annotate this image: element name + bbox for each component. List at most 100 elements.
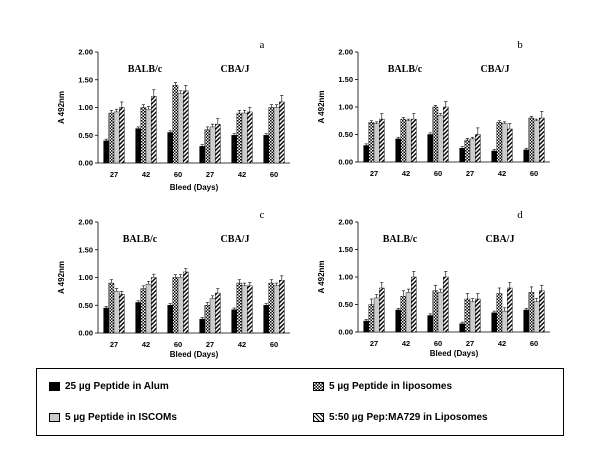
x-tick-label: 42 xyxy=(238,170,246,179)
bar xyxy=(411,118,417,163)
bar xyxy=(263,135,270,164)
bar xyxy=(103,307,109,334)
bar xyxy=(199,318,206,334)
bar xyxy=(427,134,434,163)
legend-item-alum: 25 µg Peptide in Alum xyxy=(49,381,169,392)
bar xyxy=(475,134,481,163)
y-tick-label: 2.00 xyxy=(78,218,93,227)
y-axis-label: A 492nm xyxy=(317,260,326,293)
bar xyxy=(368,304,375,333)
bar xyxy=(459,323,466,333)
panel-letter: a xyxy=(260,39,265,51)
x-tick-label: 27 xyxy=(206,340,214,349)
x-tick-label: 42 xyxy=(498,339,506,348)
panel-a: 0.00 0.50 1.00 1.50 2.00 27 42 60 27 42 60 A 492nm B… xyxy=(57,39,290,192)
x-axis-label: Bleed (Days) xyxy=(170,350,219,359)
bar xyxy=(273,107,280,164)
x-tick-label: 60 xyxy=(530,169,538,178)
x-tick-label: 27 xyxy=(370,169,378,178)
y-axis-label: A 492nm xyxy=(57,91,66,124)
legend-swatch-alum xyxy=(49,382,60,391)
y-tick-label: 1.50 xyxy=(78,245,93,254)
bar xyxy=(135,302,142,334)
legend-item-liposomes: 5 µg Peptide in liposomes xyxy=(313,381,452,392)
bar xyxy=(523,309,529,333)
bar xyxy=(150,96,157,164)
y-tick-label: 2.00 xyxy=(78,48,93,57)
bar xyxy=(491,150,498,163)
y-tick-label: 0.00 xyxy=(338,158,353,167)
panel-d: 0.00 0.50 1.00 1.50 2.00 27 42 60 27 42 60 A 492nm B… xyxy=(317,209,550,358)
bar xyxy=(533,120,540,163)
y-tick-label: 1.50 xyxy=(338,75,353,84)
bar xyxy=(167,132,174,164)
y-tick-label: 0.50 xyxy=(338,130,353,139)
bar xyxy=(501,310,508,333)
bar xyxy=(108,112,115,164)
y-tick-label: 1.50 xyxy=(338,245,353,254)
bar xyxy=(533,301,540,333)
legend-swatch-ma729 xyxy=(313,413,324,422)
bar xyxy=(373,297,380,333)
x-tick-label: 27 xyxy=(110,340,118,349)
x-axis-label: Bleed (Days) xyxy=(170,183,219,192)
y-tick-label: 0.00 xyxy=(78,159,93,168)
bar xyxy=(236,282,243,334)
bar xyxy=(405,120,412,163)
panel-letter: c xyxy=(260,209,265,221)
y-tick-label: 0.50 xyxy=(338,300,353,309)
x-tick-label: 27 xyxy=(206,170,214,179)
x-tick-label: 60 xyxy=(270,340,278,349)
bar xyxy=(475,298,481,333)
x-tick-label: 60 xyxy=(174,170,182,179)
bar xyxy=(496,122,503,163)
bar xyxy=(437,115,444,163)
bar xyxy=(469,301,476,333)
bar xyxy=(379,287,385,333)
bar xyxy=(405,292,412,333)
bar xyxy=(443,276,449,333)
bar xyxy=(437,292,444,333)
bar xyxy=(539,117,545,163)
bar xyxy=(214,292,221,334)
bar xyxy=(273,285,280,334)
x-tick-label: 42 xyxy=(402,169,410,178)
y-tick-label: 1.00 xyxy=(338,273,353,282)
panel-c: 0.00 0.50 1.00 1.50 2.00 27 42 60 27 42 60 A 492nm B… xyxy=(57,209,290,359)
bar xyxy=(182,90,189,164)
bar xyxy=(496,293,503,333)
bar xyxy=(172,277,179,334)
legend-label-alum: 25 µg Peptide in Alum xyxy=(65,381,169,392)
group-label-balbc: BALB/c xyxy=(388,64,423,75)
group-label-balbc: BALB/c xyxy=(128,64,163,75)
x-tick-label: 27 xyxy=(466,169,474,178)
bar xyxy=(469,138,476,163)
bar xyxy=(209,126,216,164)
bar xyxy=(507,287,513,333)
bar xyxy=(268,107,275,164)
bar xyxy=(400,118,407,163)
bar xyxy=(395,138,402,163)
y-tick-label: 0.50 xyxy=(78,301,93,310)
x-tick-label: 60 xyxy=(434,169,442,178)
bar xyxy=(118,107,125,164)
bar xyxy=(459,148,466,163)
bar xyxy=(172,85,179,164)
bar xyxy=(507,128,513,163)
x-tick-label: 60 xyxy=(270,170,278,179)
bar xyxy=(363,320,370,333)
bar xyxy=(443,106,449,163)
bar xyxy=(241,285,248,334)
bar xyxy=(523,149,529,163)
x-tick-label: 42 xyxy=(142,340,150,349)
y-axis-label: A 492nm xyxy=(57,261,66,294)
group-label-balbc: BALB/c xyxy=(123,234,158,245)
x-tick-label: 42 xyxy=(238,340,246,349)
legend-label-ma729: 5:50 µg Pep:MA729 in Liposomes xyxy=(329,412,488,423)
bar xyxy=(209,298,216,334)
bar xyxy=(491,312,498,333)
group-label-cbaj: CBA/J xyxy=(221,234,250,245)
bar xyxy=(528,292,535,333)
y-axis-label: A 492nm xyxy=(317,90,326,123)
